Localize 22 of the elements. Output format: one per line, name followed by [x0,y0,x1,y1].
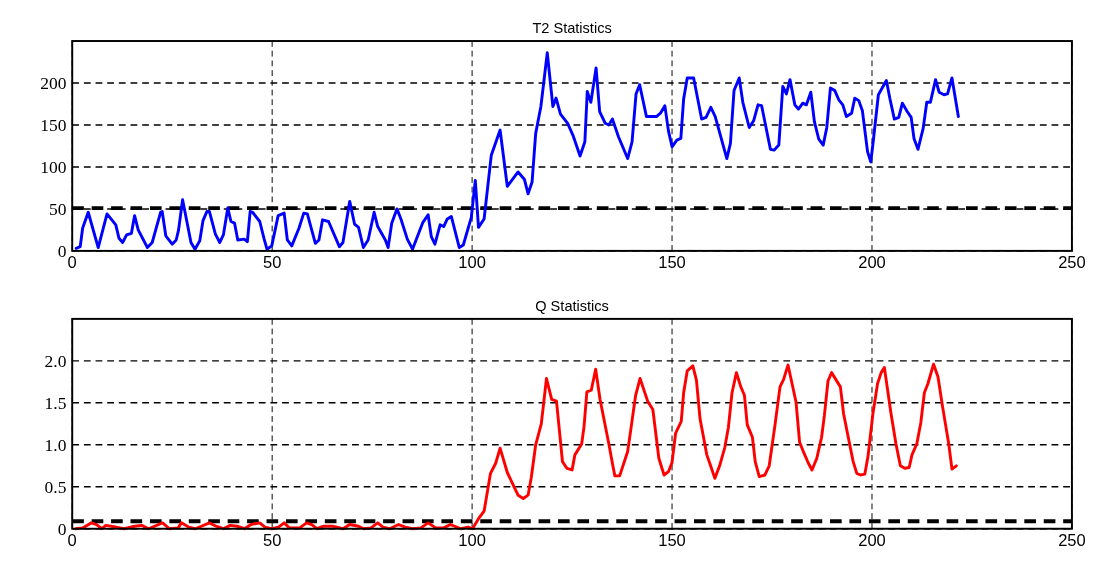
chart-title: T2 Statistics [532,20,612,37]
x-tick-label: 50 [262,531,282,550]
y-tick-label: 0.5 [44,476,67,497]
x-tick-label: 150 [658,253,686,272]
line-series [74,362,958,531]
x-tick-label: 50 [262,253,282,272]
line-series [74,51,960,251]
y-tick-label: 200 [40,73,67,94]
y-tick-label: 1.5 [44,392,67,413]
y-tick-label: 50 [48,199,67,220]
y-tick-label: 2.0 [44,350,67,371]
x-tick-label: 100 [458,253,486,272]
x-tick-label: 250 [1058,531,1086,550]
x-tick-label: 150 [658,531,686,550]
x-tick-label: 200 [858,253,886,272]
y-tick-label: 100 [40,157,67,178]
y-tick-label: 1.0 [44,434,67,455]
chart-title: Q Statistics [535,298,609,315]
y-tick-label: 150 [40,115,67,136]
x-tick-label: 200 [858,531,886,550]
x-tick-label: 250 [1058,253,1086,272]
x-tick-label: 100 [458,531,486,550]
